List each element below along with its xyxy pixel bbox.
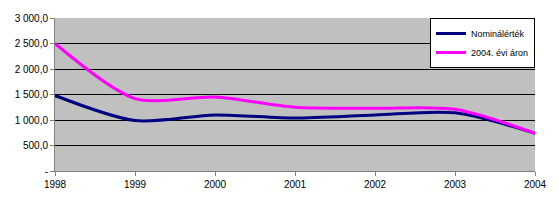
svg-text:2002: 2002 bbox=[364, 179, 387, 190]
svg-text:1999: 1999 bbox=[124, 179, 147, 190]
svg-text:Nominálérték: Nominálérték bbox=[471, 29, 525, 39]
svg-text:500,0: 500,0 bbox=[23, 140, 48, 151]
svg-text:1 500,0: 1 500,0 bbox=[15, 89, 49, 100]
svg-text:2004: 2004 bbox=[524, 179, 547, 190]
svg-text:2003: 2003 bbox=[444, 179, 467, 190]
svg-text:3 000,0: 3 000,0 bbox=[15, 13, 49, 24]
svg-text:2001: 2001 bbox=[284, 179, 307, 190]
svg-text:1998: 1998 bbox=[44, 179, 67, 190]
svg-text:2 500,0: 2 500,0 bbox=[15, 38, 49, 49]
svg-text:2004. évi áron: 2004. évi áron bbox=[471, 48, 528, 58]
svg-text:-: - bbox=[45, 166, 48, 177]
svg-text:1 000,0: 1 000,0 bbox=[15, 115, 49, 126]
svg-text:2 000,0: 2 000,0 bbox=[15, 64, 49, 75]
svg-text:2000: 2000 bbox=[204, 179, 227, 190]
